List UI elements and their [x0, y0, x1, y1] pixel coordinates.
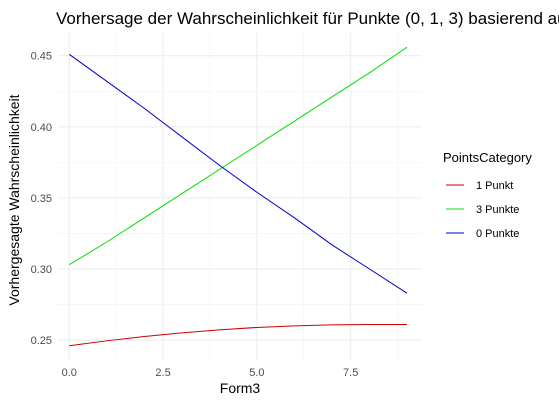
- series-line: [68, 53, 408, 294]
- y-tick-label: 0.35: [31, 193, 52, 205]
- y-tick-label: 0.40: [31, 122, 52, 134]
- legend-label: 1 Punkt: [476, 180, 513, 192]
- y-tick-label: 0.30: [31, 264, 52, 276]
- series-line: [69, 46, 408, 266]
- legend-title: PointsCategory: [443, 150, 532, 165]
- x-axis-title: Form3: [220, 380, 261, 396]
- y-tick-label: 0.45: [31, 51, 52, 63]
- series-line: [69, 323, 407, 347]
- legend-label: 3 Punkte: [476, 204, 519, 216]
- legend: PointsCategory 1 Punkt 3 Punkte 0 Punkte: [443, 150, 532, 240]
- chart-title: Vorhersage der Wahrscheinlichkeit für Pu…: [56, 9, 559, 28]
- y-tick-label: 0.25: [31, 335, 52, 347]
- y-axis-title: Vorhergesagte Wahrscheinlichkeit: [6, 94, 22, 305]
- y-tick-labels: 0.25 0.30 0.35 0.40 0.45: [31, 51, 52, 347]
- x-tick-label: 2.5: [155, 367, 170, 379]
- grid: [58, 33, 422, 360]
- x-tick-label: 0.0: [62, 367, 77, 379]
- x-tick-label: 5.0: [249, 367, 264, 379]
- x-tick-labels: 0.0 2.5 5.0 7.5: [62, 367, 359, 379]
- x-tick-label: 7.5: [343, 367, 358, 379]
- series-lines: [68, 46, 408, 347]
- legend-label: 0 Punkte: [476, 228, 519, 240]
